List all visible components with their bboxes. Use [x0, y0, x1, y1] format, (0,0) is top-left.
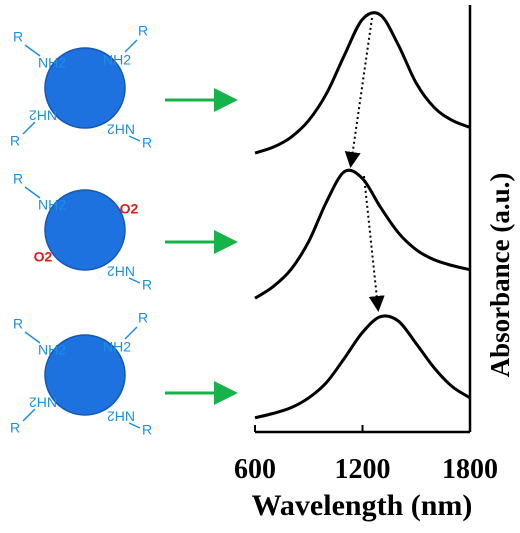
- bond: [124, 39, 138, 53]
- nanoparticle: [44, 47, 126, 129]
- spectrum: [254, 11, 471, 155]
- ligand-label: NH2: [107, 263, 135, 279]
- bond: [24, 331, 41, 344]
- ligand-label: NH2: [38, 55, 66, 71]
- ligand-label: R: [10, 420, 20, 436]
- oxygen-label: O2: [120, 201, 139, 217]
- arrows: [165, 88, 238, 405]
- bond: [128, 135, 141, 142]
- bond: [124, 326, 138, 340]
- ligand-label: NH2: [107, 408, 135, 424]
- spectrum: [254, 314, 471, 420]
- bond: [128, 277, 141, 284]
- ligand-label: R: [13, 29, 23, 45]
- oxygen-label: O2: [34, 249, 53, 265]
- ligand-label: NH2: [29, 394, 57, 410]
- x-tick-label: 1800: [442, 454, 498, 485]
- ligand-label: R: [13, 171, 23, 187]
- y-axis-label: Absorbance (a.u.): [485, 173, 515, 378]
- shift-arrow: [344, 17, 373, 168]
- bond: [24, 44, 41, 57]
- nanoparticle: [44, 334, 126, 416]
- nanoparticle: [44, 189, 126, 271]
- bond: [128, 422, 141, 429]
- ligand-label: R: [138, 310, 148, 326]
- ligand-label: R: [142, 422, 152, 438]
- ligand-label: NH2: [38, 197, 66, 213]
- spectrum: [254, 168, 471, 300]
- shift-arrow: [363, 175, 385, 312]
- ligand-label: NH2: [29, 107, 57, 123]
- ligand-label: NH2: [103, 339, 131, 355]
- shift-arrows: [344, 17, 385, 312]
- ligand-label: NH2: [38, 342, 66, 358]
- x-tick-label: 1200: [335, 454, 391, 485]
- ligand-label: R: [142, 277, 152, 293]
- bond: [22, 121, 36, 135]
- ligand-label: NH2: [103, 52, 131, 68]
- ligand-label: NH2: [107, 121, 135, 137]
- x-tick-label: 600: [234, 454, 276, 485]
- bond: [24, 186, 41, 199]
- bond: [22, 408, 36, 422]
- x-axis-label: Wavelength (nm): [252, 489, 473, 522]
- ligand-label: R: [138, 23, 148, 39]
- ligand-label: R: [13, 316, 23, 332]
- ligand-label: R: [142, 135, 152, 151]
- ligand-label: R: [10, 133, 20, 149]
